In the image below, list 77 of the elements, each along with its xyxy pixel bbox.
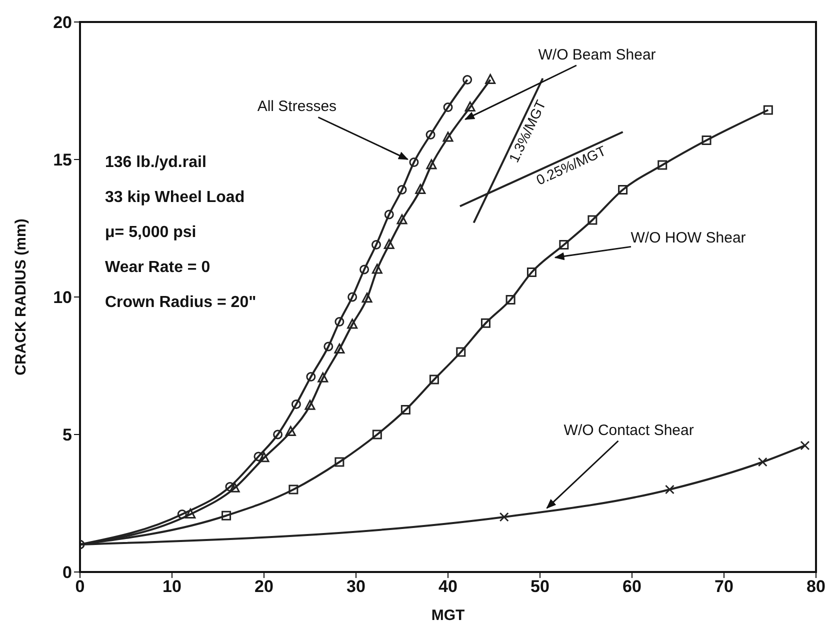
point — [559, 240, 569, 250]
annotation: 136 lb./yd.rail — [105, 154, 206, 172]
x-tick-label: 60 — [622, 577, 642, 596]
point — [348, 292, 358, 302]
point — [372, 264, 382, 274]
point — [306, 372, 316, 382]
point — [291, 400, 301, 409]
point — [526, 268, 536, 277]
point — [443, 102, 453, 112]
point — [480, 318, 490, 328]
point — [273, 430, 283, 440]
point — [506, 295, 516, 304]
point — [324, 342, 334, 352]
point — [658, 160, 668, 170]
point — [409, 158, 419, 167]
point — [800, 440, 810, 450]
point — [397, 185, 407, 194]
point — [415, 184, 426, 194]
point — [229, 482, 240, 492]
point — [372, 430, 382, 440]
point — [499, 512, 509, 522]
point — [442, 132, 454, 142]
point — [254, 452, 264, 462]
point — [426, 130, 436, 140]
point — [429, 374, 439, 384]
y-tick-label: 0 — [62, 563, 72, 582]
point — [288, 484, 298, 494]
annotation: All Stresses — [257, 98, 337, 116]
point — [185, 508, 196, 518]
point — [456, 347, 466, 357]
annotation: W/O Contact Shear — [564, 422, 694, 439]
point — [347, 318, 358, 329]
y-axis-title: CRACK RADIUS (mm) — [12, 218, 30, 376]
point — [400, 405, 410, 414]
point — [384, 239, 394, 249]
annotation: W/O Beam Shear — [538, 46, 656, 64]
point — [618, 185, 628, 194]
point — [371, 240, 381, 250]
x-tick-label: 80 — [806, 577, 826, 596]
annotation: 33 kip Wheel Load — [105, 189, 245, 206]
x-tick-label: 10 — [162, 577, 182, 596]
x-tick-label: 20 — [254, 577, 274, 596]
point — [222, 510, 232, 520]
annotation: Wear Rate = 0 — [105, 259, 210, 276]
annotation: Crown Radius = 20" — [105, 294, 256, 312]
point — [664, 484, 674, 494]
point — [384, 210, 394, 220]
point — [304, 400, 316, 410]
x-tick-label: 70 — [714, 577, 734, 596]
y-tick-label: 20 — [53, 13, 72, 32]
point — [462, 75, 472, 84]
point — [258, 452, 270, 462]
point — [758, 457, 768, 467]
x-tick-label: 40 — [438, 577, 458, 596]
annotation: W/O HOW Shear — [630, 229, 746, 246]
point — [334, 344, 345, 354]
point — [763, 105, 773, 115]
point — [485, 74, 496, 84]
point — [588, 215, 598, 225]
y-tick-label: 5 — [62, 426, 72, 445]
point — [702, 136, 712, 145]
annotation: μ= 5,000 psi — [105, 224, 196, 242]
x-tick-label: 50 — [530, 577, 550, 596]
point — [285, 426, 296, 436]
point — [426, 159, 437, 170]
x-axis-title: MGT — [431, 607, 465, 624]
point — [362, 292, 372, 303]
point — [334, 317, 344, 326]
point — [360, 264, 370, 274]
y-tick-label: 15 — [53, 150, 72, 170]
x-tick-label: 30 — [346, 577, 366, 596]
point — [318, 372, 328, 382]
y-tick-label: 10 — [53, 288, 72, 308]
point — [334, 457, 344, 467]
x-tick-label: 0 — [75, 577, 85, 596]
point — [464, 102, 476, 112]
point — [396, 214, 408, 224]
